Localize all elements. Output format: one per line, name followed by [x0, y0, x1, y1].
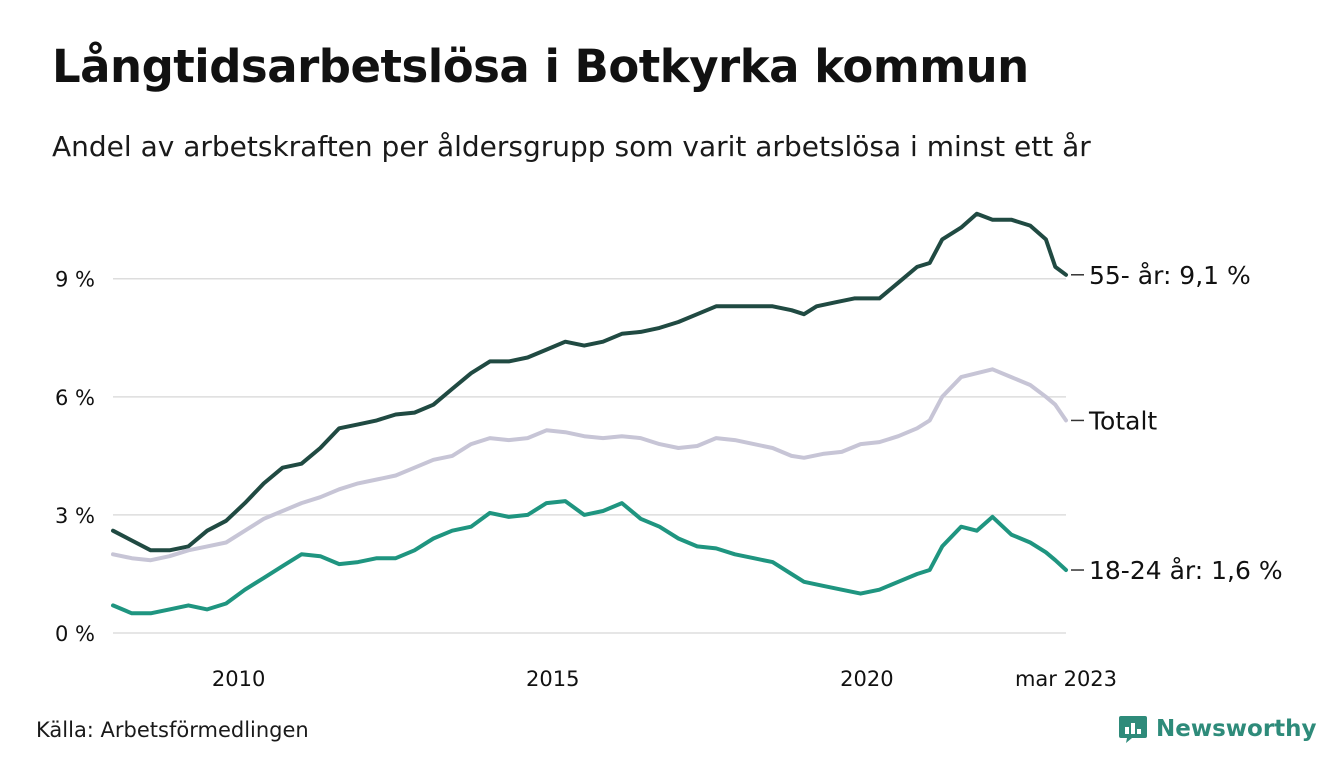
series-line: [111, 499, 1068, 616]
x-tick-label: 2015: [526, 667, 579, 691]
chart-title: Långtidsarbetslösa i Botkyrka kommun: [52, 40, 1029, 93]
x-tick-label: 2020: [840, 667, 893, 691]
y-tick-label: 3 %: [55, 504, 95, 528]
y-tick-label: 0 %: [55, 622, 95, 646]
chart-subtitle: Andel av arbetskraften per åldersgrupp s…: [52, 130, 1091, 163]
x-tick-label: mar 2023: [1015, 667, 1117, 691]
bar-chart-logo-icon: [1119, 716, 1147, 743]
source-label: Källa: Arbetsförmedlingen: [36, 718, 309, 742]
y-tick-label: 6 %: [55, 386, 95, 410]
series-end-label: 55- år: 9,1 %: [1089, 261, 1251, 290]
y-tick-label: 9 %: [55, 268, 95, 292]
brand-logo[interactable]: Newsworthy: [1118, 712, 1317, 746]
series-end-label: Totalt: [1088, 406, 1157, 435]
series-end-label: 18-24 år: 1,6 %: [1089, 556, 1283, 585]
x-tick-label: 2010: [212, 667, 265, 691]
series-line: [111, 211, 1068, 553]
brand-name: Newsworthy: [1156, 716, 1317, 742]
series-line: [111, 367, 1068, 563]
